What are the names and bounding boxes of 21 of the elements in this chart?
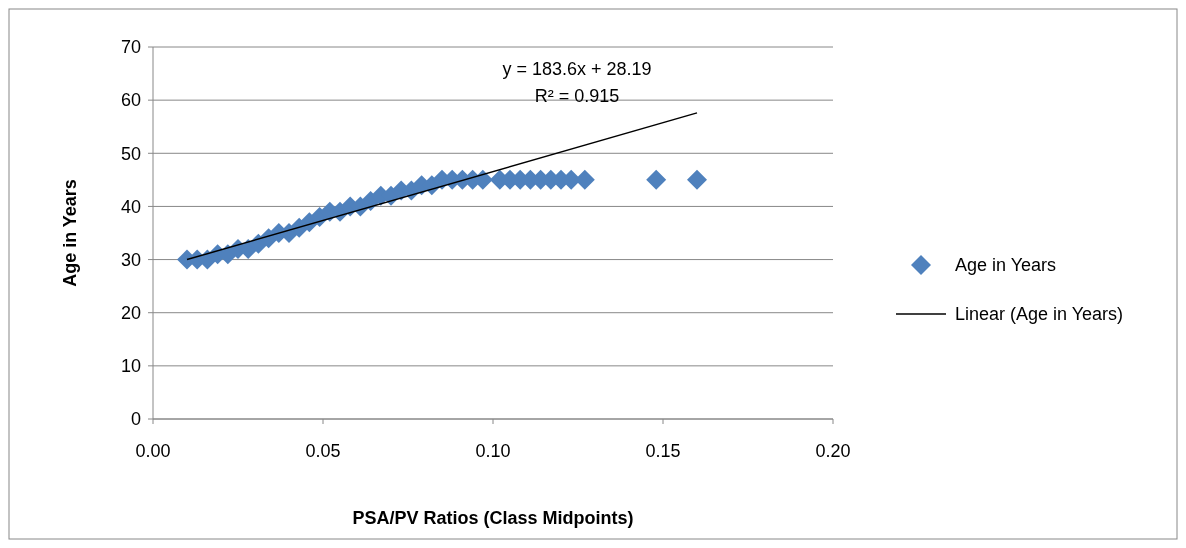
y-tick-label: 30 <box>120 249 141 270</box>
annotation: R² = 0.915 <box>534 85 620 106</box>
y-tick-label: 40 <box>120 196 141 217</box>
point <box>687 169 707 190</box>
annotation: y = 183.6x + 28.19 <box>502 58 652 79</box>
y-axis-title: Age in Years <box>60 179 80 287</box>
y-tick-label: 50 <box>120 143 141 164</box>
x-tick-label: 0.15 <box>645 441 681 461</box>
x-axis-title: PSA/PV Ratios (Class Midpoints) <box>352 508 634 528</box>
y-tick-label: 20 <box>120 303 141 324</box>
y-tick-label: 10 <box>120 356 141 377</box>
legend-label: Age in Years <box>955 255 1057 276</box>
x-tick-label: 0.20 <box>815 441 851 461</box>
legend-label: Linear (Age in Years) <box>955 304 1124 325</box>
point <box>646 169 667 190</box>
y-tick-label: 0 <box>130 409 141 430</box>
y-tick-label: 70 <box>120 37 141 58</box>
x-tick-label: 0.05 <box>305 441 341 461</box>
y-tick-label: 60 <box>120 90 141 111</box>
x-tick-label: 0.00 <box>135 441 171 461</box>
x-tick-label: 0.10 <box>475 441 511 461</box>
